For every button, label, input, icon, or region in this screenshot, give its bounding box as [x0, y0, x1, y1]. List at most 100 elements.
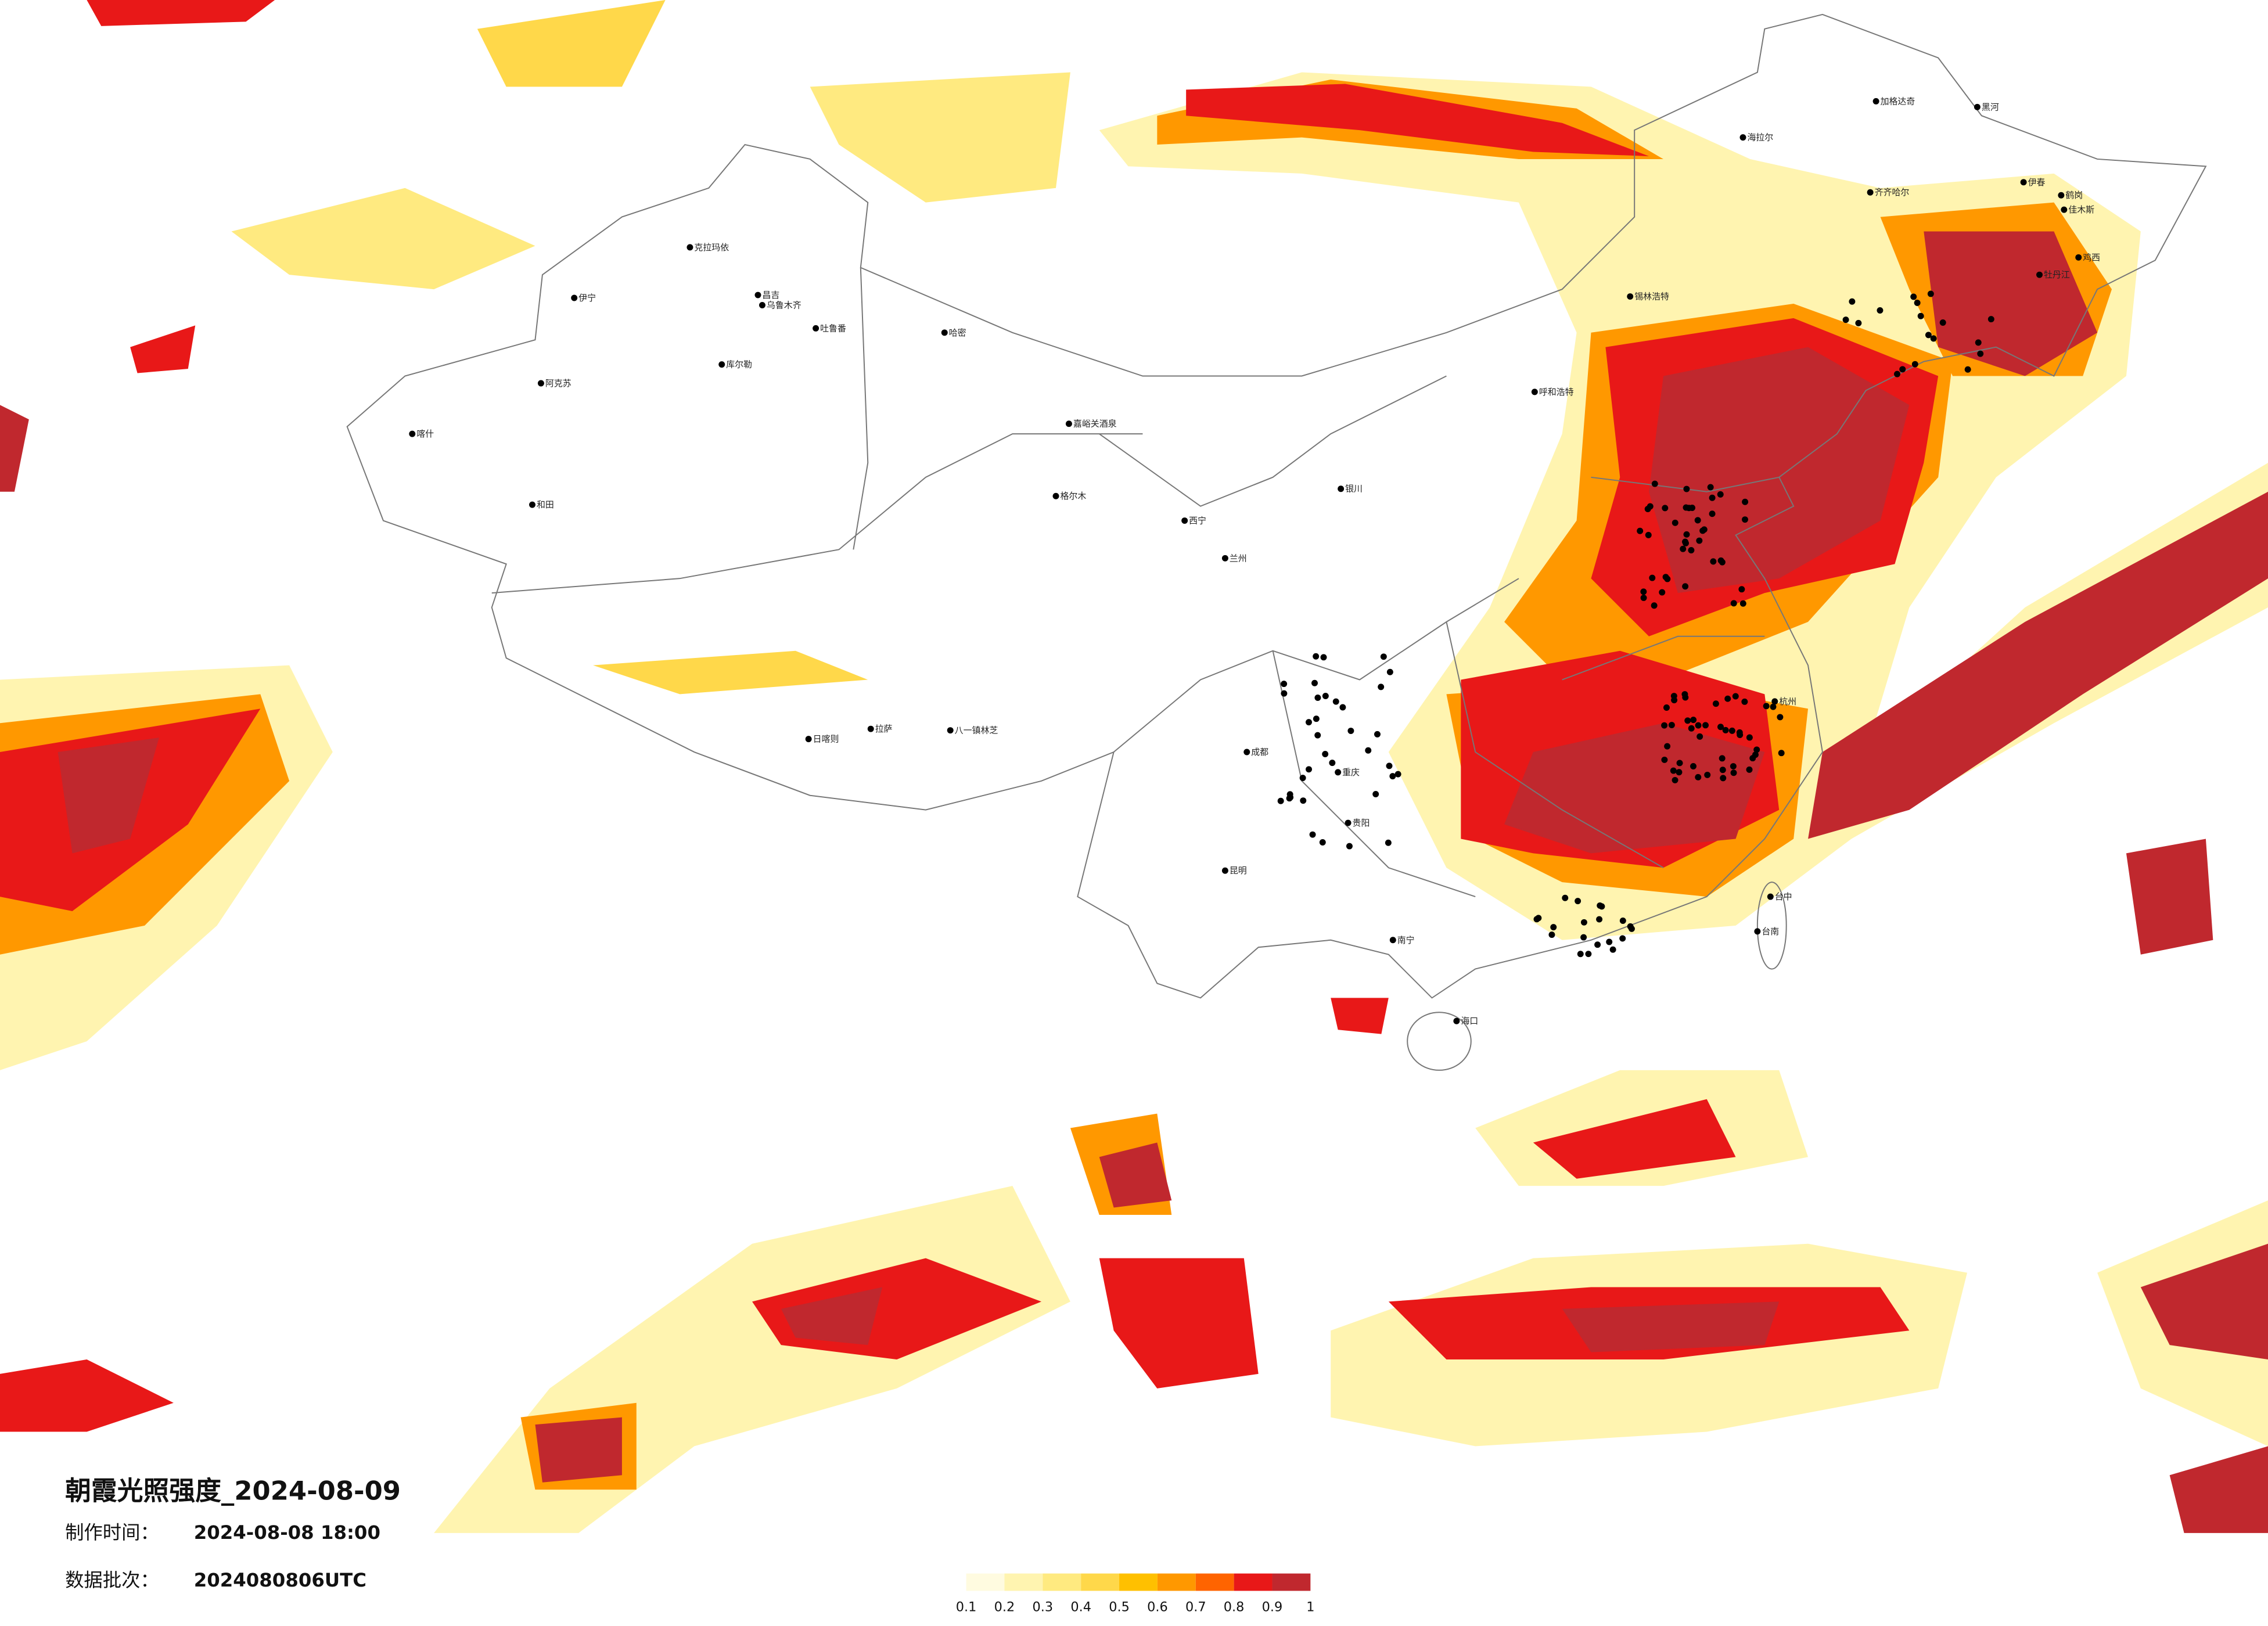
city-dot — [1313, 653, 1320, 660]
city-dot — [1688, 547, 1695, 554]
city-dot — [1717, 557, 1724, 564]
city-dot — [1664, 743, 1671, 750]
city-dot — [1531, 388, 1538, 395]
city-dot — [1974, 103, 1981, 110]
city-dot — [1925, 332, 1932, 339]
city-dot — [2020, 179, 2027, 186]
city-dot — [1619, 935, 1626, 942]
city-dot — [1319, 839, 1326, 846]
city-dot — [1533, 916, 1540, 923]
city-dot — [1562, 894, 1569, 901]
city-dot — [1741, 698, 1748, 705]
city-dot — [1910, 293, 1917, 300]
city-dot — [2036, 271, 2043, 278]
city-dot — [1688, 725, 1695, 732]
heat-area — [1331, 998, 1389, 1034]
city-label: 牡丹江 — [2044, 269, 2070, 280]
city-dot — [1386, 668, 1393, 675]
city-dot — [1385, 839, 1392, 846]
city-dot — [1867, 189, 1874, 196]
city-dot — [1977, 350, 1984, 357]
city-dot — [1598, 903, 1605, 910]
city-dot — [1682, 583, 1689, 590]
city-dot — [1975, 339, 1982, 346]
colorbar-tick-label: 0.6 — [1147, 1599, 1168, 1614]
city-label: 克拉玛依 — [694, 242, 729, 253]
city-dot — [1917, 312, 1924, 319]
city-dot — [1672, 776, 1678, 783]
city-dot — [1855, 319, 1862, 326]
city-dot — [1065, 420, 1072, 427]
city-dot — [1311, 679, 1318, 686]
city-label: 台中 — [1775, 891, 1792, 902]
city-dot — [1707, 484, 1714, 491]
city-dot — [1609, 946, 1616, 953]
city-dot — [2061, 206, 2068, 213]
city-dot — [1640, 588, 1647, 595]
city-dot — [1378, 684, 1385, 690]
city-dot — [2058, 192, 2065, 199]
city-label: 和田 — [537, 499, 554, 510]
city-dot — [1738, 586, 1745, 593]
city-dot — [571, 294, 578, 301]
city-dot — [1313, 715, 1320, 722]
heat-layer — [0, 0, 2268, 1533]
heat-area — [1099, 1258, 1259, 1388]
city-dot — [1386, 762, 1393, 769]
city-dot — [1585, 951, 1592, 958]
city-dot — [759, 302, 765, 308]
city-label: 齐齐哈尔 — [1875, 187, 1910, 197]
colorbar-cell — [1004, 1573, 1043, 1591]
heat-area — [0, 405, 29, 492]
city-dot — [1730, 600, 1737, 607]
city-dot — [1329, 760, 1336, 767]
heat-area — [810, 72, 1070, 203]
city-label: 重庆 — [1342, 767, 1360, 778]
city-dots — [409, 98, 2082, 1024]
city-label: 伊宁 — [578, 293, 596, 303]
city-dot — [1052, 492, 1059, 499]
made-label: 制作时间： — [65, 1521, 159, 1544]
colorbar-cell — [1234, 1573, 1273, 1591]
city-label: 日喀则 — [813, 734, 839, 744]
city-dot — [1939, 319, 1946, 326]
taiwan-border — [1756, 882, 1787, 970]
heat-area — [535, 1417, 622, 1483]
city-dot — [1338, 485, 1345, 492]
city-dot — [1684, 717, 1691, 724]
city-dot — [537, 380, 544, 387]
colorbar-cell — [1157, 1573, 1196, 1591]
heat-area — [2169, 1446, 2268, 1533]
city-dot — [1345, 819, 1352, 826]
city-dot — [1651, 602, 1658, 609]
city-label: 南宁 — [1397, 935, 1415, 945]
city-dot — [1305, 719, 1312, 726]
city-label: 嘉峪关酒泉 — [1073, 419, 1117, 429]
city-dot — [1372, 790, 1379, 797]
city-dot — [1277, 797, 1284, 804]
city-dot — [686, 244, 693, 251]
city-dot — [529, 501, 535, 508]
city-dot — [1899, 366, 1906, 373]
city-dot — [1346, 843, 1353, 850]
city-dot — [1894, 370, 1900, 377]
city-dot — [1672, 519, 1678, 526]
heat-area — [781, 1287, 883, 1346]
city-dot — [1710, 558, 1717, 565]
city-label: 加格达奇 — [1881, 96, 1915, 106]
city-dot — [1221, 867, 1228, 874]
city-dot — [718, 361, 725, 368]
city-dot — [1682, 538, 1688, 545]
city-dot — [1394, 771, 1401, 778]
city-dot — [1849, 298, 1856, 305]
colorbar: 0.1 0.2 0.3 0.4 0.5 0.6 0.7 0.8 0.9 1 — [956, 1573, 1314, 1614]
city-dot — [1767, 893, 1774, 900]
city-dot — [1987, 316, 1994, 323]
city-dot — [1647, 503, 1654, 510]
city-dot — [941, 329, 948, 336]
city-label: 昌吉 — [762, 290, 779, 300]
city-dot — [1659, 589, 1666, 596]
city-dot — [1694, 517, 1701, 524]
city-dot — [1663, 704, 1670, 711]
